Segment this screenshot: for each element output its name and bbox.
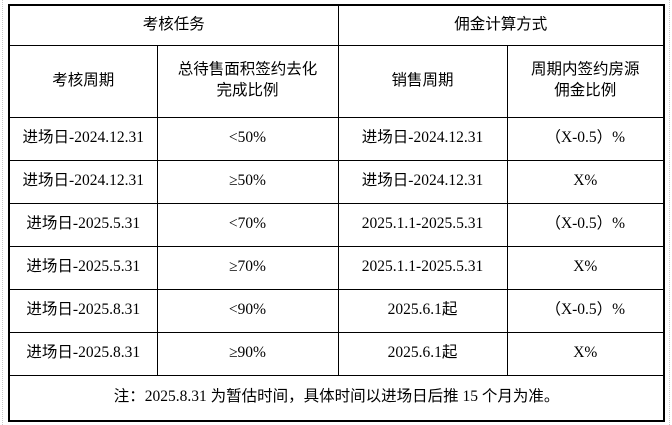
table-cell-sales-period: 2025.1.1-2025.5.31 [337, 202, 508, 247]
table-cell-commission-rate: X% [506, 331, 665, 376]
table-cell-assessment-period: 进场日-2025.8.31 [8, 331, 158, 376]
table-cell-assessment-period: 进场日-2024.12.31 [8, 116, 158, 161]
column-header-assessment-period: 考核周期 [8, 44, 158, 118]
table-cell-sales-period: 进场日-2024.12.31 [337, 159, 508, 204]
table-row: 进场日-2024.12.31 ≥50% 进场日-2024.12.31 X% [8, 159, 665, 204]
table-cell-completion-ratio: <50% [156, 116, 339, 161]
table-cell-completion-ratio: ≥70% [156, 245, 339, 290]
group-header-commission-method: 佣金计算方式 [337, 4, 665, 46]
column-header-sales-period: 销售周期 [337, 44, 508, 118]
group-header-row: 考核任务 佣金计算方式 [8, 4, 665, 46]
table-cell-completion-ratio: <90% [156, 288, 339, 333]
table-cell-commission-rate: （X-0.5）% [506, 116, 665, 161]
table-cell-assessment-period: 进场日-2024.12.31 [8, 159, 158, 204]
text-boundary-line-left [2, 0, 3, 425]
note-text: 注：2025.8.31 为暂估时间，具体时间以进场日后推 15 个月为准。 [8, 374, 665, 422]
column-header-row: 考核周期 总待售面积签约去化 完成比例 销售周期 周期内签约房源 佣金比例 [8, 44, 665, 118]
table-cell-assessment-period: 进场日-2025.5.31 [8, 245, 158, 290]
table-cell-assessment-period: 进场日-2025.8.31 [8, 288, 158, 333]
text-boundary-line-right [669, 0, 670, 425]
table-row: 进场日-2025.8.31 <90% 2025.6.1起 （X-0.5）% [8, 288, 665, 333]
table-cell-commission-rate: X% [506, 159, 665, 204]
table-row: 进场日-2025.5.31 <70% 2025.1.1-2025.5.31 （X… [8, 202, 665, 247]
table-cell-commission-rate: （X-0.5）% [506, 288, 665, 333]
column-header-commission-rate: 周期内签约房源 佣金比例 [506, 44, 665, 118]
table-row: 进场日-2025.5.31 ≥70% 2025.1.1-2025.5.31 X% [8, 245, 665, 290]
note-row: 注：2025.8.31 为暂估时间，具体时间以进场日后推 15 个月为准。 [8, 374, 665, 422]
column-header-completion-ratio: 总待售面积签约去化 完成比例 [156, 44, 339, 118]
commission-assessment-table: 考核任务 佣金计算方式 考核周期 总待售面积签约去化 完成比例 销售周期 周期内… [8, 4, 666, 422]
table-cell-sales-period: 2025.6.1起 [337, 331, 508, 376]
group-header-assessment-task: 考核任务 [8, 4, 339, 46]
table-cell-sales-period: 2025.6.1起 [337, 288, 508, 333]
table-cell-commission-rate: （X-0.5）% [506, 202, 665, 247]
table-cell-completion-ratio: ≥50% [156, 159, 339, 204]
table-cell-sales-period: 2025.1.1-2025.5.31 [337, 245, 508, 290]
table-cell-completion-ratio: ≥90% [156, 331, 339, 376]
table-cell-completion-ratio: <70% [156, 202, 339, 247]
table-cell-sales-period: 进场日-2024.12.31 [337, 116, 508, 161]
table-row: 进场日-2025.8.31 ≥90% 2025.6.1起 X% [8, 331, 665, 376]
table-cell-commission-rate: X% [506, 245, 665, 290]
table-cell-assessment-period: 进场日-2025.5.31 [8, 202, 158, 247]
table-row: 进场日-2024.12.31 <50% 进场日-2024.12.31 （X-0.… [8, 116, 665, 161]
